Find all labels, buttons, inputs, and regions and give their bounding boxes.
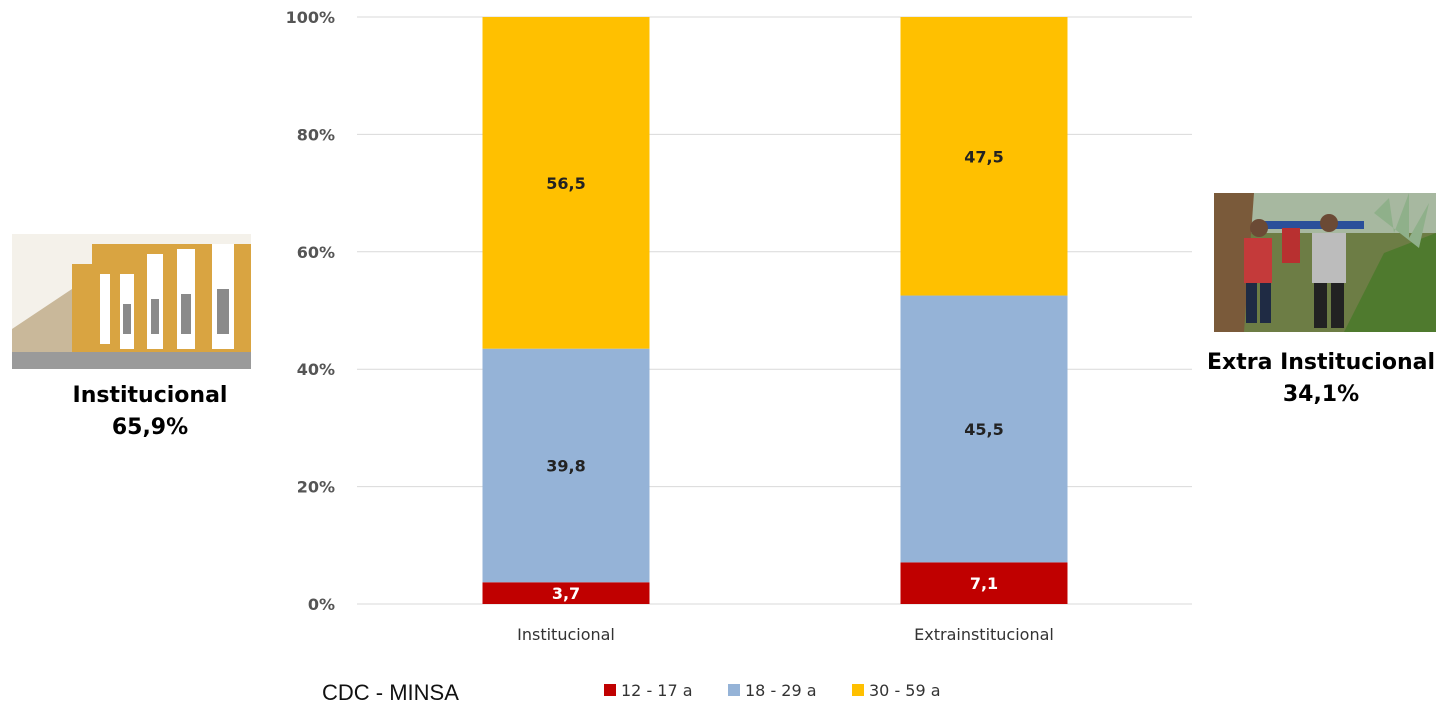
y-tick-label: 20% bbox=[297, 478, 335, 497]
y-tick-label: 80% bbox=[297, 125, 335, 144]
x-category-label: Extrainstitucional bbox=[914, 625, 1054, 644]
bar-segment bbox=[482, 17, 650, 349]
x-axis-categories: Institucional Extrainstitucional bbox=[517, 625, 1054, 644]
extra-institucional-panel: Extra Institucional 34,1% bbox=[1190, 347, 1452, 411]
stretcher-rescue-photo bbox=[1214, 193, 1436, 332]
y-tick-label: 40% bbox=[297, 360, 335, 379]
data-label: 39,8 bbox=[546, 456, 585, 475]
bar-segment bbox=[900, 562, 1068, 604]
bars: 3,7 39,8 56,5 7,1 45,5 47,5 bbox=[482, 17, 1068, 604]
legend-label: 18 - 29 a bbox=[745, 681, 817, 700]
source-label: CDC - MINSA bbox=[322, 680, 459, 705]
legend-swatch bbox=[604, 684, 616, 696]
panel-value: 34,1% bbox=[1282, 382, 1360, 407]
x-category-label: Institucional bbox=[517, 625, 615, 644]
legend-swatch bbox=[728, 684, 740, 696]
y-tick-label: 100% bbox=[286, 8, 335, 27]
y-axis-ticks: 0% 20% 40% 60% 80% 100% bbox=[286, 8, 335, 614]
panel-value: 65,9% bbox=[111, 415, 189, 440]
data-label: 7,1 bbox=[970, 574, 998, 593]
y-tick-label: 0% bbox=[308, 595, 335, 614]
legend: 12 - 17 a 18 - 29 a 30 - 59 a bbox=[604, 681, 941, 700]
bar-segment bbox=[900, 295, 1068, 563]
bar-segment bbox=[482, 348, 650, 583]
hospital-building-photo bbox=[12, 234, 251, 369]
bar-segment bbox=[482, 582, 650, 604]
panel-title: Institucional bbox=[72, 383, 228, 408]
legend-label: 30 - 59 a bbox=[869, 681, 941, 700]
data-label: 47,5 bbox=[964, 147, 1003, 166]
data-label: 3,7 bbox=[552, 584, 580, 603]
data-label: 45,5 bbox=[964, 420, 1003, 439]
legend-swatch bbox=[852, 684, 864, 696]
data-label: 56,5 bbox=[546, 174, 585, 193]
y-tick-label: 60% bbox=[297, 243, 335, 262]
panel-title: Extra Institucional bbox=[1206, 350, 1435, 375]
institucional-panel: Institucional 65,9% bbox=[20, 380, 280, 444]
bar-segment bbox=[900, 17, 1068, 296]
legend-label: 12 - 17 a bbox=[621, 681, 693, 700]
